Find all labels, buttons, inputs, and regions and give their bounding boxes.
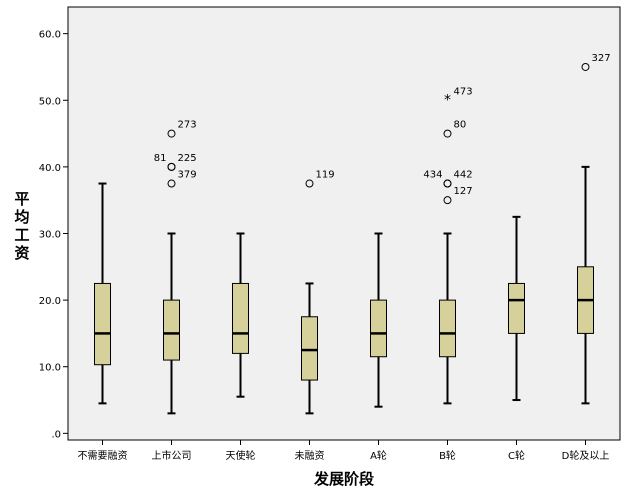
y-tick-label: 60.0 [39,30,61,41]
outlier-point [443,179,452,188]
outlier-point [443,129,452,138]
box [232,282,249,354]
box [370,299,387,358]
outlier-label: 327 [592,53,611,64]
x-tick-label: A轮 [370,449,387,462]
outlier-point [581,62,590,71]
x-axis-label: 发展阶段 [313,470,374,488]
outlier-label: 442 [454,170,473,181]
x-tick-label: 不需要融资 [78,450,128,462]
x-tick-label: C轮 [508,449,525,462]
y-axis-label: 平均工资 [14,190,30,262]
x-tick-label: 上市公司 [152,449,192,462]
outlier-label: 127 [454,186,473,197]
box [301,316,318,381]
box [163,299,180,361]
outlier-label: 225 [178,153,197,164]
box [439,299,456,358]
box [94,282,111,366]
y-tick-label: 10.0 [39,363,61,374]
outlier-point [167,129,176,138]
x-tick-label: 天使轮 [226,449,256,462]
y-tick-label: 30.0 [39,229,61,240]
x-tick-label: D轮及以上 [562,449,610,462]
outlier-point [167,179,176,188]
box [508,282,525,334]
x-tick-label: 未融资 [295,450,325,462]
outlier-label: 273 [178,120,197,131]
outlier-label: 80 [454,120,467,131]
outlier-label: 379 [178,170,197,181]
outlier-point [167,162,176,171]
x-tick-label: B轮 [439,449,456,462]
outlier-point [443,196,452,205]
outlier-label: 473 [454,86,473,97]
y-tick-label: 50.0 [39,96,61,107]
plot-area [67,6,621,441]
y-tick-label: 20.0 [39,296,61,307]
outlier-label: 119 [316,170,335,181]
outlier-point [305,179,314,188]
outlier-label: 434 [423,170,442,181]
y-tick-label: .0 [51,429,61,440]
outlier-star: * [444,92,451,108]
outlier-label: 81 [154,153,167,164]
y-tick-label: 40.0 [39,163,61,174]
